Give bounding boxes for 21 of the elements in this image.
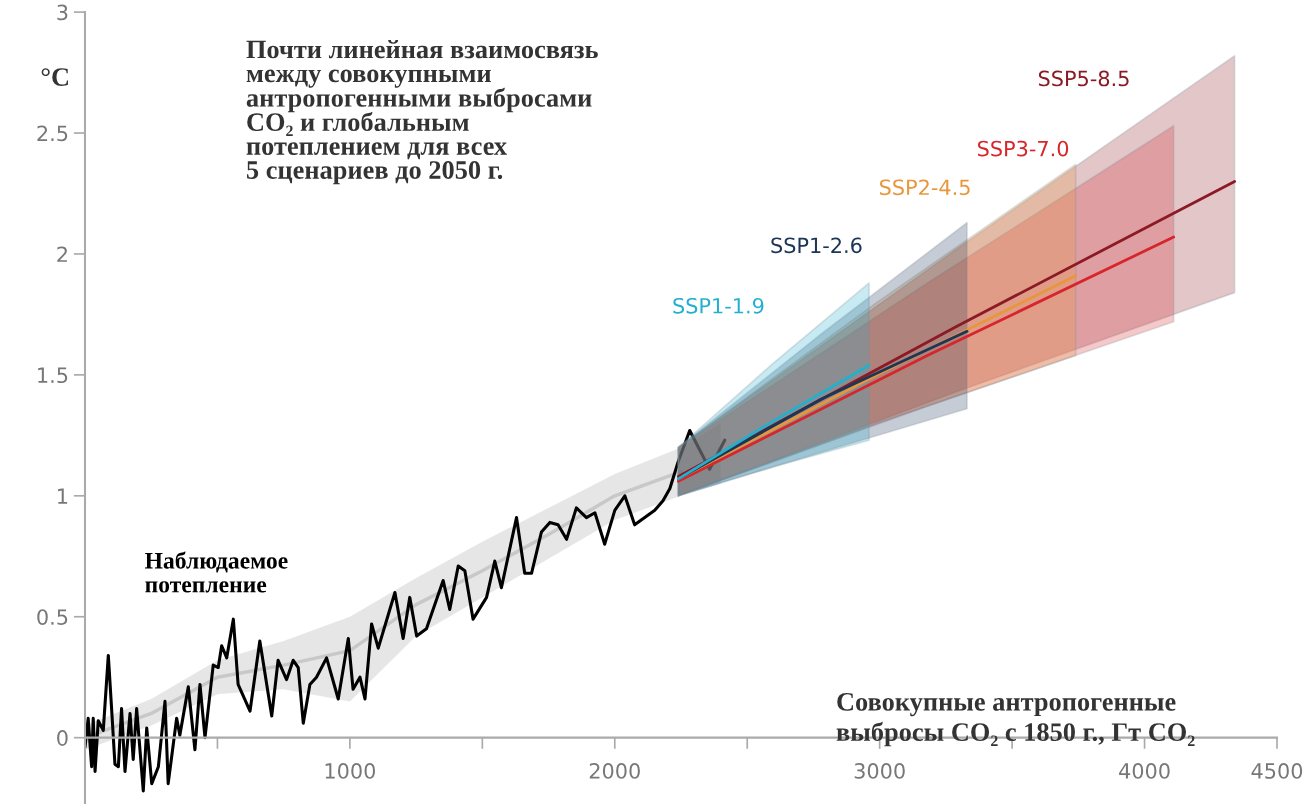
y-tick-label: 2.5 xyxy=(37,125,68,142)
x-tick-label: 2000 xyxy=(589,763,640,779)
y-tick-label: 1 xyxy=(58,488,68,504)
text: Наблюдаемое потепление xyxy=(145,551,288,593)
y-tick-label: 0 xyxy=(57,730,68,746)
text: SSP3-7.0 xyxy=(977,140,1069,157)
x-tick-label: 3000 xyxy=(854,763,905,779)
text: SSP1-1.9 xyxy=(673,297,764,314)
text: SSP1-2.6 xyxy=(771,237,862,254)
x-tick-label: 4000 xyxy=(1119,763,1170,779)
text: SSP2-4.5 xyxy=(879,179,970,196)
y-tick-label: 0.5 xyxy=(37,609,68,625)
text: Почти линейная взаимосвязь между совокупными антропогенными выбросами CO₂ и глобальным потеплением для всех 5 сценариев до 2050 г. xyxy=(246,39,598,185)
x-tick-label: 4500 xyxy=(1251,763,1303,779)
x-tick-label: 1000 xyxy=(325,763,376,779)
y-tick-label: 1.5 xyxy=(38,367,68,384)
text: SSP5-8.5 xyxy=(1038,70,1129,87)
y-tick-label: 2 xyxy=(57,246,67,262)
y-tick-label: 3 xyxy=(57,4,68,21)
x-axis-title: Совокупные антропогенные выбросы CO₂ с 1850 г., Гт CO₂ xyxy=(836,693,1195,747)
y-axis-title: °C xyxy=(41,68,68,86)
